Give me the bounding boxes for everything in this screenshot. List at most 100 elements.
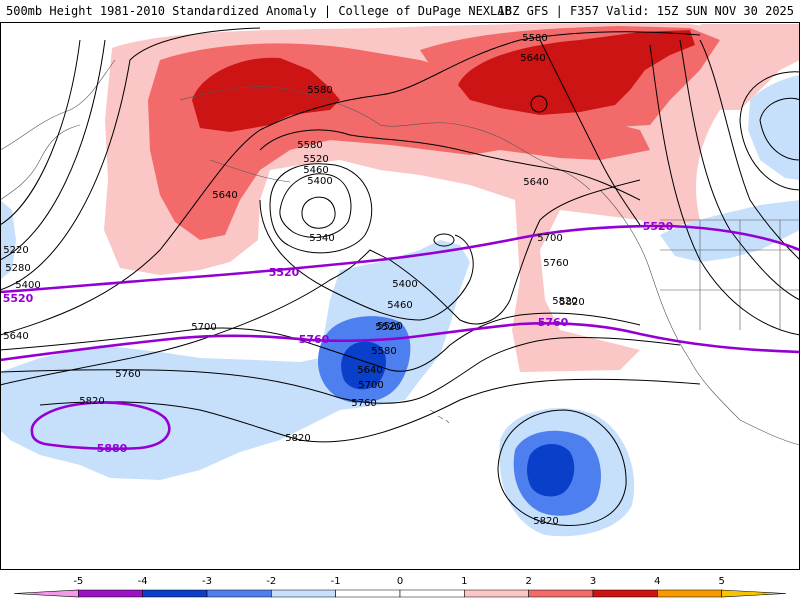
height-contour-trough xyxy=(259,199,474,321)
highlight-contour-5520 xyxy=(0,224,800,294)
legend-swatch xyxy=(335,589,401,598)
height-contour-low-ring2 xyxy=(301,196,336,229)
height-label: 5580 xyxy=(297,140,322,151)
height-label: 5520 xyxy=(377,321,402,332)
height-contour xyxy=(0,31,701,336)
height-contour-5820-south xyxy=(497,409,627,526)
height-label: 5760 xyxy=(543,258,568,269)
legend-tick-label: -5 xyxy=(73,576,83,587)
legend-tick-label: -3 xyxy=(202,576,212,587)
legend-swatch xyxy=(592,589,658,598)
height-contour-east-low-2 xyxy=(739,71,800,191)
height-contour-east xyxy=(679,39,800,301)
legend-tick-label: 3 xyxy=(590,576,596,587)
height-contour xyxy=(0,39,106,261)
height-label: 5640 xyxy=(520,53,545,64)
highlight-label: 5520 xyxy=(643,220,674,233)
map-header: 500mb Height 1981-2010 Standardized Anom… xyxy=(0,0,800,22)
height-label: 5460 xyxy=(387,300,412,311)
legend-tick-label: -1 xyxy=(331,576,341,587)
height-label: 5820 xyxy=(79,396,104,407)
highlight-contours xyxy=(0,224,800,451)
map-title: 500mb Height 1981-2010 Standardized Anom… xyxy=(6,4,512,18)
hawaii-islands xyxy=(429,409,450,424)
legend-tick-label: -2 xyxy=(266,576,276,587)
height-contour-east-low-1 xyxy=(759,97,800,161)
height-contour-low-ring3 xyxy=(269,163,373,254)
coastline-north-america-west xyxy=(599,189,800,446)
height-label: 5580 xyxy=(371,346,396,357)
positive-anomaly-layer xyxy=(104,23,800,372)
legend-tick-label: 5 xyxy=(718,576,724,587)
height-label: 5520 xyxy=(375,322,400,333)
height-contour xyxy=(0,27,261,291)
height-label: 5400 xyxy=(15,280,40,291)
height-label: 5280 xyxy=(5,263,30,274)
height-label: 5400 xyxy=(307,176,332,187)
height-label: 5700 xyxy=(358,380,383,391)
legend-tick-label: 2 xyxy=(525,576,531,587)
anomaly-neg1-region-northeast xyxy=(748,75,800,180)
height-label: 5760 xyxy=(115,369,140,380)
height-label: 5820 xyxy=(552,296,577,307)
anomaly-neg1-region-left-edge xyxy=(0,200,16,280)
legend-swatch xyxy=(657,589,722,598)
height-label: 5340 xyxy=(309,233,334,244)
height-label: 5820 xyxy=(533,516,558,527)
legend-swatch xyxy=(271,589,336,598)
height-label: 5820 xyxy=(559,297,584,308)
highlight-contour-5880 xyxy=(30,401,171,451)
model-run-info: 18Z GFS | F357 Valid: 15Z SUN NOV 30 202… xyxy=(497,4,794,18)
anomaly-map: 5580564055805580552054605400534056405220… xyxy=(0,22,800,570)
height-contour-5700 xyxy=(0,312,641,372)
anomaly-pos3-region-west xyxy=(192,57,340,133)
height-label: 5700 xyxy=(537,233,562,244)
height-contour xyxy=(0,39,81,226)
highlight-label: 5760 xyxy=(538,316,569,329)
height-label: 5640 xyxy=(357,365,382,376)
height-label: 5460 xyxy=(303,165,328,176)
highlight-label: 5760 xyxy=(299,333,330,346)
height-label: 5400 xyxy=(392,279,417,290)
highlight-label: 5520 xyxy=(3,292,34,305)
height-label: 5760 xyxy=(351,398,376,409)
height-label: 5700 xyxy=(191,322,216,333)
legend-swatch xyxy=(13,589,79,598)
color-legend: -5 -4 -3 -2 -1 0 1 2 3 4 5 xyxy=(13,576,787,598)
legend-tick-label: -4 xyxy=(138,576,148,587)
highlight-label: 5520 xyxy=(269,266,300,279)
height-label: 5580 xyxy=(307,85,332,96)
height-contour-5820 xyxy=(39,378,701,443)
legend-swatch xyxy=(721,589,787,598)
height-contours xyxy=(0,27,800,526)
height-label: 5820 xyxy=(285,433,310,444)
legend-swatch xyxy=(528,589,594,598)
anomaly-neg3-region-central xyxy=(341,341,386,390)
height-contour-closed-high xyxy=(530,95,548,113)
highlight-contour-5760 xyxy=(0,322,800,362)
height-contour-5640-east xyxy=(539,39,641,226)
legend-swatch xyxy=(464,589,529,598)
height-contour-low-ring1 xyxy=(279,173,352,238)
height-label: 5640 xyxy=(3,331,28,342)
legend-tick-label: 0 xyxy=(397,576,403,587)
anomaly-pos1-region-ne xyxy=(700,24,800,110)
legend-swatch xyxy=(206,589,272,598)
height-contour-east xyxy=(649,44,800,336)
legend-swatch xyxy=(78,589,143,598)
height-label-layer: 5580564055805580552054605400534056405220… xyxy=(3,33,584,527)
height-contour-small-low xyxy=(433,233,455,247)
anomaly-pos3-region-east xyxy=(458,30,695,115)
legend-swatch xyxy=(399,589,465,598)
height-contour-5580 xyxy=(259,129,641,201)
geography-layer xyxy=(0,59,800,446)
height-label: 5640 xyxy=(212,190,237,201)
state-borders xyxy=(660,219,800,330)
height-label: 5580 xyxy=(522,33,547,44)
coastline-alaska xyxy=(179,86,591,191)
height-label: 5640 xyxy=(523,177,548,188)
height-contour-5760 xyxy=(0,336,681,404)
height-label: 5520 xyxy=(303,154,328,165)
legend-tick-label: 4 xyxy=(654,576,660,587)
coastline-aleutians xyxy=(209,159,291,183)
